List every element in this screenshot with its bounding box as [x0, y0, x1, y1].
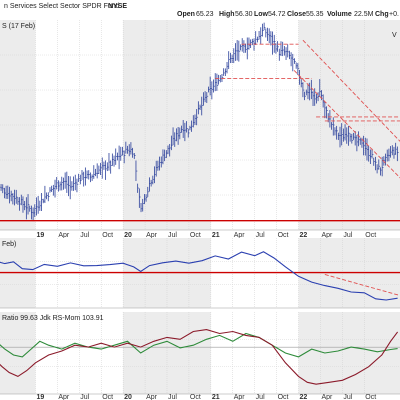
x-tick-label: Oct	[102, 394, 113, 400]
x-tick-label: 22	[300, 232, 308, 239]
x-tick-label: Jul	[256, 232, 265, 239]
exchange-label: NYSE	[108, 3, 127, 10]
low-label: Low	[254, 11, 269, 18]
ratio-series-line	[0, 251, 398, 301]
close-label: Close	[287, 11, 306, 18]
x-tick-label: 20	[124, 232, 132, 239]
close-value: 55.35	[306, 11, 324, 18]
x-tick-label: 19	[36, 394, 44, 400]
x-tick-label: Apr	[234, 232, 246, 239]
year-band	[298, 20, 400, 230]
volume-value: 22.5M	[354, 11, 374, 18]
x-tick-label: Jul	[256, 394, 265, 400]
x-tick-label: Oct	[190, 232, 201, 239]
x-tick-label: Jul	[168, 394, 177, 400]
x-tick-label: 20	[124, 394, 132, 400]
price-panel: S (17 Feb) V	[0, 20, 400, 230]
high-label: High	[219, 11, 235, 18]
rs-ratio-line	[0, 332, 398, 358]
volume-label: Volume	[327, 11, 352, 18]
ratio-legend: Feb)	[2, 241, 16, 248]
x-tick-label: Jul	[343, 394, 352, 400]
header-bar	[0, 0, 400, 20]
channel-dashed-line	[302, 39, 400, 142]
rrg-panel: Ratio 99.63 Jdk RS-Mom 103.91	[0, 312, 400, 395]
ratio-trend-dashed-line	[324, 274, 400, 296]
change-value: +0.	[389, 11, 399, 18]
x-tick-label: Jul	[343, 232, 352, 239]
change-label: Chg	[375, 11, 389, 18]
ratio-panel: Feb)	[0, 238, 400, 309]
x-tick-label: 21	[212, 232, 220, 239]
rs-momentum-line	[0, 329, 399, 385]
x-tick-label: Apr	[321, 394, 333, 400]
x-tick-label: Oct	[278, 394, 289, 400]
x-tick-label: Apr	[234, 394, 246, 400]
x-tick-label: 19	[36, 232, 44, 239]
x-tick-label: Apr	[58, 232, 70, 239]
x-tick-label: 21	[212, 394, 220, 400]
open-value: 65.23	[196, 11, 214, 18]
x-tick-label: Jul	[80, 232, 89, 239]
x-tick-label: Oct	[278, 232, 289, 239]
high-value: 56.30	[235, 11, 253, 18]
price-legend: S (17 Feb)	[2, 23, 35, 30]
x-tick-label: Jul	[168, 232, 177, 239]
x-tick-label: Oct	[365, 394, 376, 400]
year-band	[0, 312, 36, 394]
x-tick-label: Apr	[146, 394, 158, 400]
x-tick-label: Oct	[102, 232, 113, 239]
x-tick-label: Apr	[321, 232, 333, 239]
open-label: Open	[177, 11, 195, 18]
bottom-x-axis: 19 Apr Jul Oct 20 Apr Jul Oct 21 Apr Jul Oct 22 Apr Ju…	[36, 394, 376, 400]
x-axis: 19 Apr Jul Oct 20 Apr Jul Oct 21 Apr Jul Oct 22 Apr Ju…	[0, 229, 400, 239]
rrg-legend: Ratio 99.63 Jdk RS-Mom 103.91	[2, 315, 104, 322]
year-band	[298, 312, 400, 394]
x-tick-label: Apr	[146, 232, 158, 239]
fund-name: n Services Select Sector SPDR Fund	[4, 3, 120, 10]
corner-label: V	[392, 32, 397, 39]
x-tick-label: Oct	[365, 232, 376, 239]
low-value: 54.72	[268, 11, 286, 18]
channel-dashed-line	[293, 70, 400, 179]
x-tick-label: Jul	[80, 394, 89, 400]
x-tick-label: 22	[300, 394, 308, 400]
x-tick-label: Apr	[58, 394, 70, 400]
x-tick-label: Oct	[190, 394, 201, 400]
